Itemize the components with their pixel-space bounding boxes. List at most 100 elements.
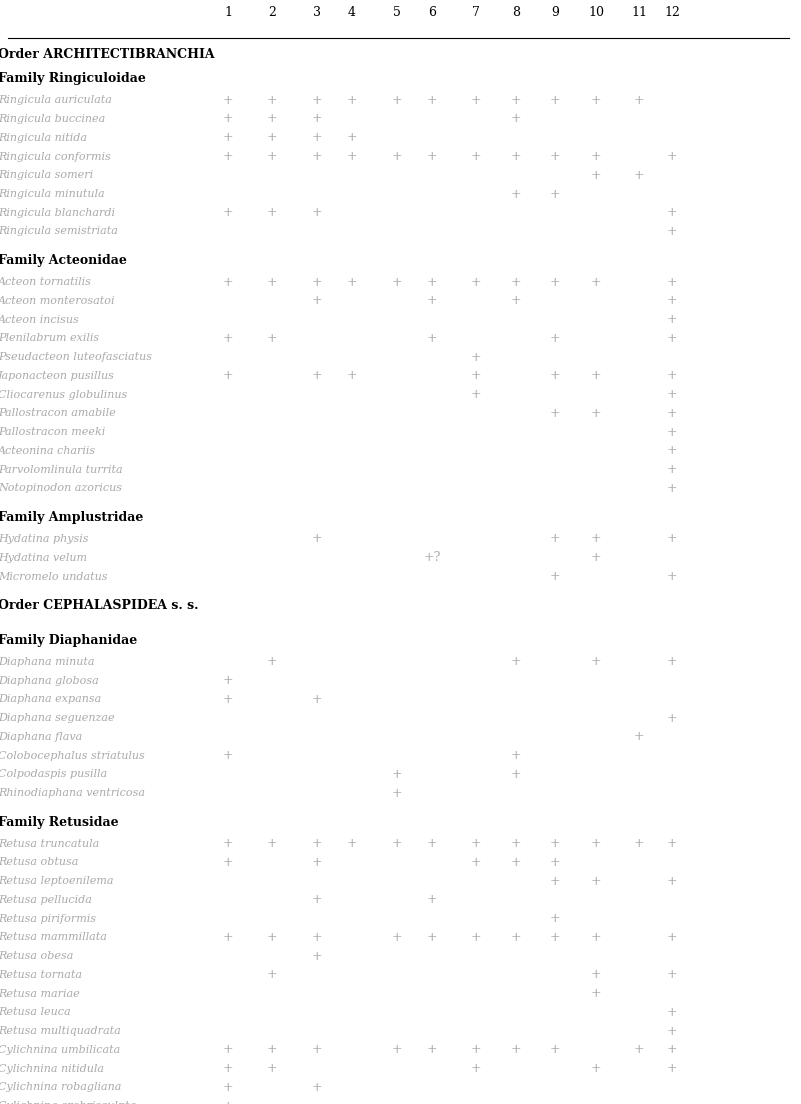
Text: Plenilabrum exilis: Plenilabrum exilis (0, 333, 99, 343)
Text: +: + (590, 931, 602, 944)
Text: +: + (267, 113, 277, 126)
Text: Ringicula buccinea: Ringicula buccinea (0, 114, 105, 124)
Text: +: + (223, 131, 233, 145)
Text: +: + (511, 295, 521, 307)
Text: Retusa multiquadrata: Retusa multiquadrata (0, 1027, 121, 1037)
Text: +: + (312, 837, 322, 850)
Text: +: + (312, 276, 322, 288)
Text: +: + (666, 407, 678, 420)
Text: +: + (549, 150, 561, 163)
Text: +: + (471, 150, 481, 163)
Text: +: + (267, 656, 277, 668)
Text: +: + (223, 856, 233, 869)
Text: +: + (347, 150, 357, 163)
Text: +: + (427, 893, 437, 906)
Text: +: + (471, 370, 481, 382)
Text: +: + (223, 94, 233, 107)
Text: +: + (666, 314, 678, 326)
Text: +: + (427, 94, 437, 107)
Text: Retusa leptoenilema: Retusa leptoenilema (0, 877, 114, 887)
Text: +: + (634, 94, 644, 107)
Text: Retusa tornata: Retusa tornata (0, 970, 82, 980)
Text: +: + (666, 837, 678, 850)
Text: Acteon monterosatoi: Acteon monterosatoi (0, 296, 115, 306)
Text: +: + (666, 389, 678, 401)
Text: Pallostracon amabile: Pallostracon amabile (0, 408, 116, 418)
Text: +: + (666, 332, 678, 344)
Text: +: + (392, 837, 402, 850)
Text: Retusa mariae: Retusa mariae (0, 989, 80, 999)
Text: +: + (223, 332, 233, 344)
Text: +: + (427, 332, 437, 344)
Text: +: + (312, 150, 322, 163)
Text: +: + (511, 837, 521, 850)
Text: 1: 1 (224, 6, 232, 19)
Text: +: + (223, 693, 233, 705)
Text: Ringicula minutula: Ringicula minutula (0, 189, 105, 199)
Text: +: + (267, 206, 277, 220)
Text: 2: 2 (268, 6, 276, 19)
Text: Retusa obesa: Retusa obesa (0, 952, 74, 962)
Text: +: + (590, 276, 602, 288)
Text: +: + (511, 656, 521, 668)
Text: +: + (312, 1043, 322, 1057)
Text: 7: 7 (472, 6, 480, 19)
Text: +: + (312, 1081, 322, 1094)
Text: +: + (549, 332, 561, 344)
Text: +: + (267, 968, 277, 981)
Text: +: + (666, 874, 678, 888)
Text: +: + (666, 712, 678, 724)
Text: +: + (511, 94, 521, 107)
Text: +: + (549, 931, 561, 944)
Text: 5: 5 (393, 6, 401, 19)
Text: +: + (666, 532, 678, 545)
Text: +: + (471, 837, 481, 850)
Text: +: + (312, 893, 322, 906)
Text: +: + (666, 1006, 678, 1019)
Text: Diaphana globosa: Diaphana globosa (0, 676, 99, 686)
Text: +: + (590, 551, 602, 564)
Text: Cliocarenus globulinus: Cliocarenus globulinus (0, 390, 127, 400)
Text: +: + (590, 968, 602, 981)
Text: +: + (347, 94, 357, 107)
Text: +: + (427, 931, 437, 944)
Text: +: + (427, 276, 437, 288)
Text: +: + (511, 113, 521, 126)
Text: +: + (267, 276, 277, 288)
Text: +: + (666, 150, 678, 163)
Text: +: + (392, 276, 402, 288)
Text: +: + (666, 206, 678, 220)
Text: 8: 8 (512, 6, 520, 19)
Text: +: + (392, 767, 402, 781)
Text: +: + (590, 656, 602, 668)
Text: +: + (549, 570, 561, 583)
Text: +: + (223, 1100, 233, 1104)
Text: +: + (666, 1025, 678, 1038)
Text: +: + (267, 931, 277, 944)
Text: +: + (666, 225, 678, 238)
Text: +: + (666, 1043, 678, 1057)
Text: +: + (471, 351, 481, 363)
Text: Notopinodon azoricus: Notopinodon azoricus (0, 484, 122, 493)
Text: Ringicula conformis: Ringicula conformis (0, 151, 111, 161)
Text: +: + (511, 767, 521, 781)
Text: +: + (634, 169, 644, 182)
Text: +: + (427, 295, 437, 307)
Text: +: + (427, 837, 437, 850)
Text: +: + (312, 693, 322, 705)
Text: +: + (590, 987, 602, 1000)
Text: Family Acteonidae: Family Acteonidae (0, 254, 127, 267)
Text: +: + (312, 949, 322, 963)
Text: +?: +? (423, 551, 441, 564)
Text: 11: 11 (631, 6, 647, 19)
Text: +: + (267, 1062, 277, 1075)
Text: +: + (666, 968, 678, 981)
Text: Retusa truncatula: Retusa truncatula (0, 839, 99, 849)
Text: Diaphana seguenzae: Diaphana seguenzae (0, 713, 115, 723)
Text: +: + (223, 113, 233, 126)
Text: +: + (223, 1043, 233, 1057)
Text: +: + (223, 1081, 233, 1094)
Text: +: + (590, 150, 602, 163)
Text: +: + (549, 370, 561, 382)
Text: +: + (312, 94, 322, 107)
